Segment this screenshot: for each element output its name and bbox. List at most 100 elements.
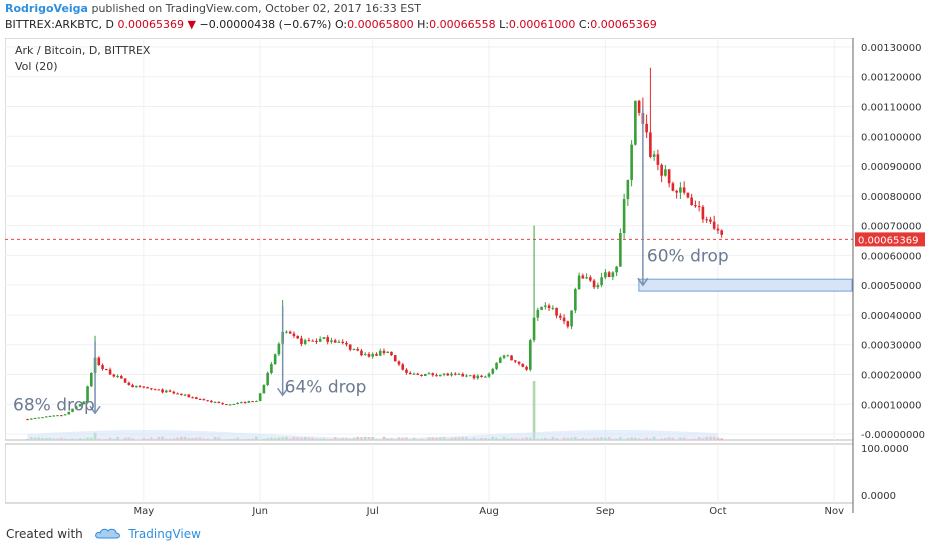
annotations: 68% drop 64% drop 60% drop — [13, 106, 853, 415]
y-tick-label: 0.00040000 — [861, 311, 921, 322]
candle-body — [431, 373, 435, 376]
candle-body — [528, 340, 532, 370]
candle-body — [555, 307, 558, 316]
publish-info: RodrigoVeiga published on TradingView.co… — [5, 2, 421, 15]
candle-body — [498, 357, 502, 363]
candle-body — [48, 416, 52, 418]
candle-body — [71, 408, 74, 412]
vol-axis-label: 0.0000 — [861, 491, 896, 502]
candle-body — [135, 385, 138, 388]
candle-body — [393, 355, 397, 362]
candle-body — [217, 402, 221, 404]
candle-body — [108, 369, 112, 375]
candle-body — [450, 373, 453, 376]
candle-body — [435, 375, 438, 377]
candle-body — [427, 373, 431, 375]
drop-arrow-1-head — [89, 405, 101, 415]
candle-body — [589, 277, 592, 281]
candle-body — [262, 384, 266, 394]
candle-body — [619, 233, 622, 267]
candle-body — [476, 375, 480, 379]
candle-body — [363, 354, 367, 356]
candle-body — [127, 382, 131, 385]
chart-area[interactable]: 68% drop 64% drop 60% drop 0.00130000 0.001… — [4, 37, 927, 523]
y-tick-label: 0.00030000 — [861, 341, 921, 352]
low-label: L: — [499, 18, 509, 31]
candle-body — [679, 187, 682, 193]
candle-body — [547, 305, 551, 309]
candle-body — [104, 368, 108, 370]
candle-body — [487, 373, 491, 377]
candle-body — [596, 285, 600, 288]
candle-body — [206, 400, 209, 402]
candle-body — [716, 228, 720, 231]
candle-body — [423, 373, 427, 376]
y-tick-label: 0.00110000 — [861, 102, 921, 113]
candle-body — [236, 403, 239, 405]
candle-body — [720, 230, 723, 235]
candle-body — [645, 123, 648, 133]
candle-body — [390, 351, 393, 356]
price-label: 0.00065369 — [858, 235, 918, 246]
candle-body — [63, 414, 67, 416]
tradingview-brand[interactable]: TradingView — [128, 527, 201, 541]
candle-body — [656, 154, 660, 165]
candle-body — [277, 343, 281, 355]
candle-body — [442, 373, 446, 375]
author-link[interactable]: RodrigoVeiga — [5, 2, 88, 15]
candle-body — [26, 419, 29, 421]
candle-body — [401, 364, 405, 370]
candle-body — [408, 372, 412, 375]
candle-body — [266, 372, 269, 385]
volume-pane-frame — [4, 443, 854, 504]
candle-body — [273, 354, 277, 365]
y-tick-label: 0.00130000 — [861, 43, 921, 54]
candle-body — [213, 402, 217, 404]
candle-body — [356, 349, 360, 351]
x-tick-label: Jun — [251, 506, 268, 517]
y-tick-label: 0.00010000 — [861, 400, 921, 411]
candle-body — [412, 373, 416, 375]
candle-body — [649, 132, 652, 157]
candle-body — [566, 321, 570, 327]
candle-body — [525, 366, 528, 370]
candle-body — [157, 389, 161, 391]
candle-body — [453, 373, 457, 375]
tradingview-logo-icon[interactable] — [94, 526, 121, 543]
candle-body — [652, 154, 656, 157]
candle-body — [330, 340, 333, 342]
candle-body — [562, 317, 566, 322]
candles — [26, 67, 723, 421]
candle-body — [255, 401, 258, 403]
x-tick-label: May — [133, 506, 154, 517]
candle-body — [532, 317, 536, 341]
candle-body — [604, 272, 607, 278]
x-tick-label: Oct — [709, 506, 726, 517]
candle-body — [187, 394, 191, 398]
candle-body — [29, 418, 33, 420]
candle-body — [675, 190, 678, 193]
candle-body — [300, 338, 303, 344]
candle-body — [333, 340, 337, 343]
candle-body — [270, 364, 273, 373]
candle-body — [664, 169, 667, 176]
y-tick-label: 0.00120000 — [861, 73, 921, 84]
candle-body — [180, 393, 183, 396]
candle-body — [221, 403, 224, 405]
candle-body — [480, 375, 483, 377]
open-label: O: — [334, 18, 348, 31]
candle-body — [371, 354, 375, 357]
candle-body — [195, 397, 198, 399]
y-tick-label: 0.00080000 — [861, 192, 921, 203]
volume-bars — [26, 381, 723, 440]
close-label: C: — [578, 18, 591, 31]
candle-body — [510, 355, 513, 361]
candle-body — [168, 390, 172, 392]
candle-body — [626, 179, 630, 200]
candle-body — [521, 363, 525, 367]
volume-bar — [532, 381, 536, 440]
candle-body — [705, 219, 708, 221]
published-text: published on TradingView.com, October 02… — [91, 2, 421, 15]
y-tick-label: 0.00020000 — [861, 370, 921, 381]
